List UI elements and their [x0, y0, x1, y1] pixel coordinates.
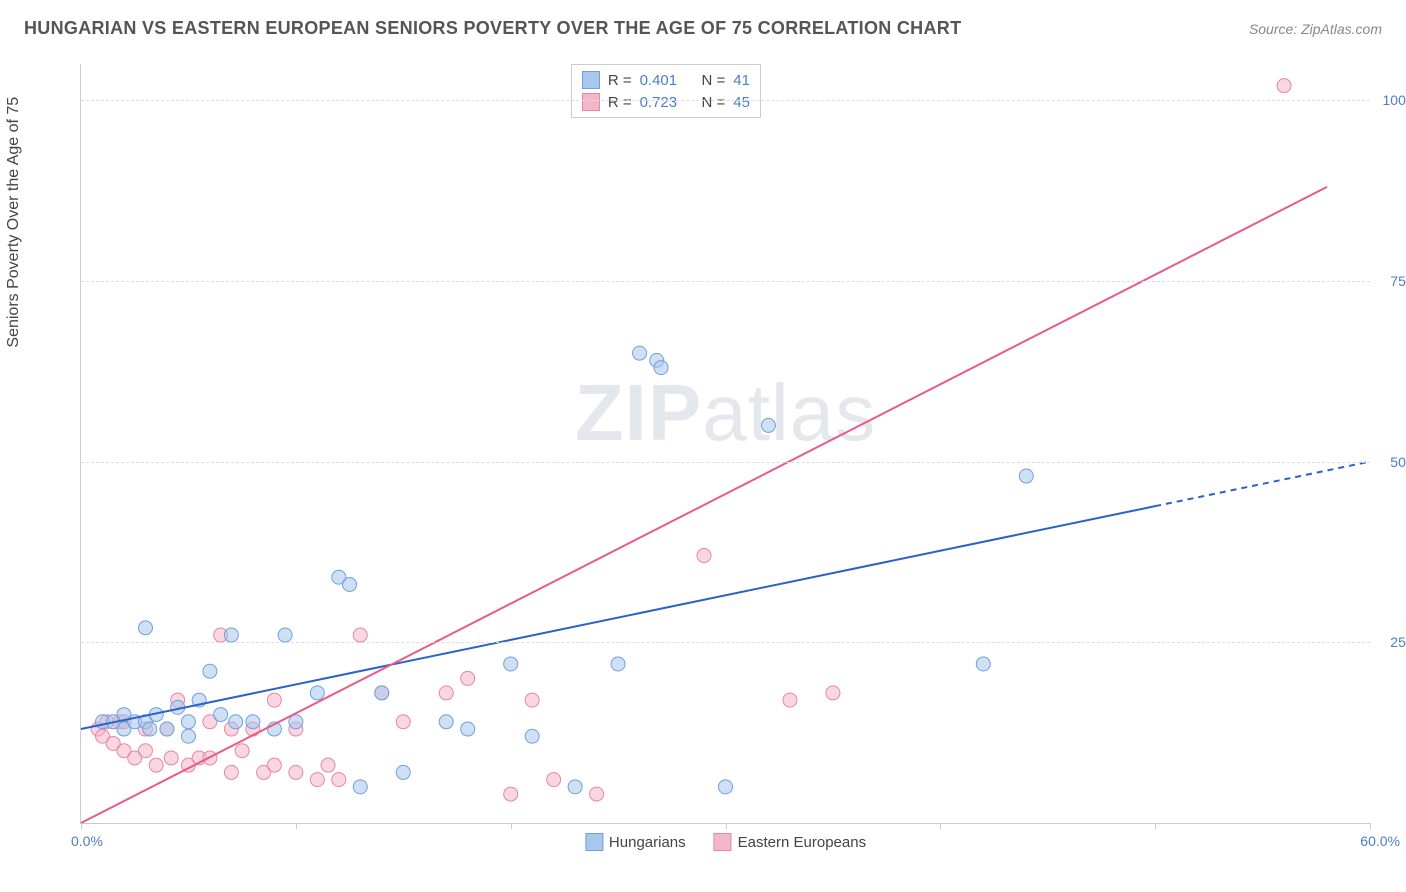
stat-n-eastern-europeans: 45	[733, 94, 750, 111]
x-tick-mark	[1155, 823, 1156, 829]
data-point	[229, 715, 243, 729]
data-point	[267, 693, 281, 707]
data-point	[783, 693, 797, 707]
trend-line	[1155, 462, 1370, 507]
data-point	[343, 577, 357, 591]
x-tick-mark	[511, 823, 512, 829]
data-point	[504, 657, 518, 671]
series-legend: Hungarians Eastern Europeans	[585, 833, 866, 851]
data-point	[310, 773, 324, 787]
stats-row-hungarians: R = 0.401 N = 41	[582, 69, 750, 91]
data-point	[1277, 79, 1291, 93]
y-tick-label: 100.0%	[1375, 92, 1406, 108]
data-point	[224, 765, 238, 779]
data-point	[138, 744, 152, 758]
data-point	[976, 657, 990, 671]
stats-row-eastern-europeans: R = 0.723 N = 45	[582, 91, 750, 113]
stat-n-label: N =	[701, 94, 725, 111]
legend-label-eastern-europeans: Eastern Europeans	[738, 834, 866, 851]
legend-item-hungarians: Hungarians	[585, 833, 686, 851]
data-point	[719, 780, 733, 794]
x-tick-mark	[81, 823, 82, 829]
data-point	[267, 758, 281, 772]
data-point	[353, 628, 367, 642]
data-point	[396, 765, 410, 779]
legend-swatch-eastern-europeans	[714, 833, 732, 851]
data-point	[761, 418, 775, 432]
data-point	[332, 773, 346, 787]
stat-r-label: R =	[608, 72, 632, 89]
data-point	[181, 715, 195, 729]
chart-title: HUNGARIAN VS EASTERN EUROPEAN SENIORS PO…	[24, 18, 961, 39]
stat-n-label: N =	[701, 72, 725, 89]
x-axis-min-label: 0.0%	[71, 833, 103, 849]
x-axis-max-label: 60.0%	[1360, 833, 1400, 849]
x-tick-mark	[726, 823, 727, 829]
header: HUNGARIAN VS EASTERN EUROPEAN SENIORS PO…	[0, 0, 1406, 49]
trend-line	[81, 187, 1327, 823]
data-point	[697, 549, 711, 563]
trend-line	[81, 506, 1155, 729]
source-attribution: Source: ZipAtlas.com	[1249, 21, 1382, 37]
data-point	[654, 361, 668, 375]
data-point	[461, 671, 475, 685]
stat-r-hungarians: 0.401	[640, 72, 678, 89]
data-point	[246, 715, 260, 729]
stat-r-eastern-europeans: 0.723	[640, 94, 678, 111]
legend-item-eastern-europeans: Eastern Europeans	[714, 833, 866, 851]
data-point	[164, 751, 178, 765]
data-point	[590, 787, 604, 801]
data-point	[160, 722, 174, 736]
data-point	[203, 664, 217, 678]
gridline	[81, 100, 1370, 101]
scatter-svg	[81, 64, 1370, 823]
y-tick-label: 50.0%	[1375, 454, 1406, 470]
y-axis-label: Seniors Poverty Over the Age of 75	[5, 97, 23, 348]
data-point	[289, 765, 303, 779]
data-point	[181, 729, 195, 743]
data-point	[504, 787, 518, 801]
x-tick-mark	[940, 823, 941, 829]
x-tick-mark	[296, 823, 297, 829]
x-tick-mark	[1370, 823, 1371, 829]
legend-swatch-hungarians	[585, 833, 603, 851]
plot-area: ZIPatlas R = 0.401 N = 41 R = 0.723 N = …	[80, 64, 1370, 824]
data-point	[235, 744, 249, 758]
gridline	[81, 462, 1370, 463]
y-tick-label: 75.0%	[1375, 273, 1406, 289]
data-point	[547, 773, 561, 787]
chart-container: Seniors Poverty Over the Age of 75 ZIPat…	[24, 54, 1384, 874]
data-point	[278, 628, 292, 642]
gridline	[81, 281, 1370, 282]
data-point	[611, 657, 625, 671]
data-point	[826, 686, 840, 700]
data-point	[525, 693, 539, 707]
data-point	[568, 780, 582, 794]
data-point	[310, 686, 324, 700]
data-point	[439, 686, 453, 700]
data-point	[1019, 469, 1033, 483]
stats-legend-box: R = 0.401 N = 41 R = 0.723 N = 45	[571, 64, 761, 118]
data-point	[633, 346, 647, 360]
data-point	[149, 758, 163, 772]
data-point	[461, 722, 475, 736]
data-point	[143, 722, 157, 736]
data-point	[439, 715, 453, 729]
data-point	[375, 686, 389, 700]
y-tick-label: 25.0%	[1375, 634, 1406, 650]
swatch-eastern-europeans	[582, 93, 600, 111]
data-point	[321, 758, 335, 772]
data-point	[525, 729, 539, 743]
swatch-hungarians	[582, 71, 600, 89]
stat-r-label: R =	[608, 94, 632, 111]
data-point	[138, 621, 152, 635]
data-point	[224, 628, 238, 642]
data-point	[396, 715, 410, 729]
stat-n-hungarians: 41	[733, 72, 750, 89]
gridline	[81, 642, 1370, 643]
data-point	[353, 780, 367, 794]
legend-label-hungarians: Hungarians	[609, 834, 686, 851]
data-point	[214, 708, 228, 722]
